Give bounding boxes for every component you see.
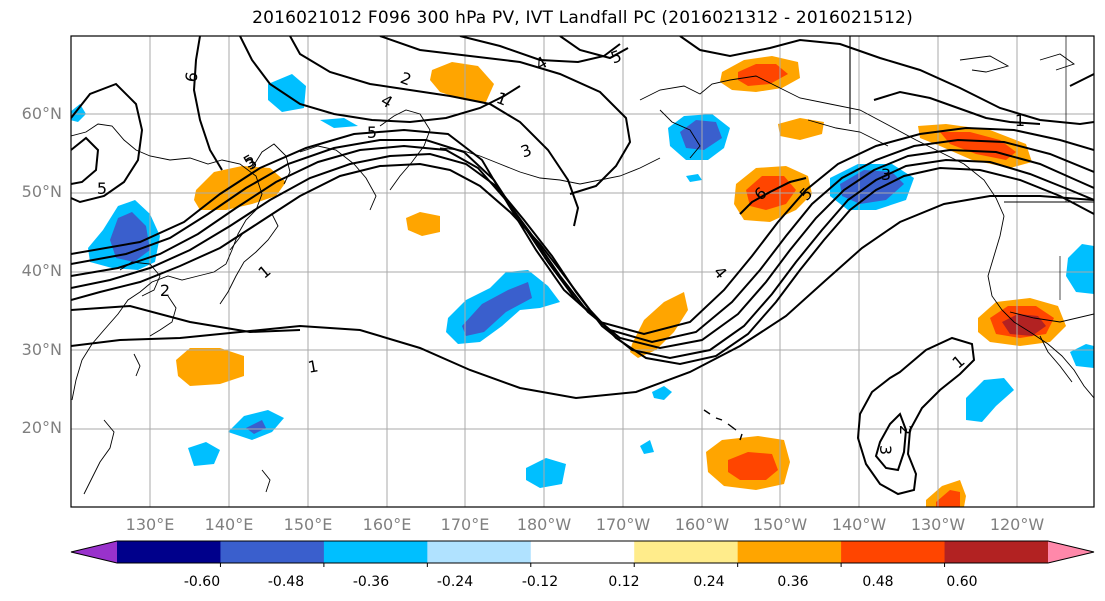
- colorbar-tick-label: 0.24: [693, 574, 725, 590]
- lon-label: 140°W: [831, 515, 887, 534]
- negative-anomaly-region: [1066, 244, 1094, 294]
- lon-label: 140°E: [204, 515, 254, 534]
- pv-contours: [71, 36, 1094, 496]
- lon-label: 150°W: [752, 515, 808, 534]
- colorbar-segment: [220, 541, 325, 563]
- lon-label: 150°E: [283, 515, 333, 534]
- colorbar-tick-label: 0.48: [862, 574, 894, 590]
- contour-label: 3: [876, 445, 895, 455]
- colorbar-extend-low: [71, 541, 117, 563]
- colorbar-tick-label: -0.24: [436, 574, 474, 590]
- positive-anomaly-region: [630, 292, 688, 358]
- negative-anomaly-region: [71, 104, 702, 454]
- graticule: [71, 36, 1094, 507]
- positive-anomaly-region: [194, 166, 286, 210]
- negative-anomaly-region: [446, 270, 560, 344]
- positive-anomaly-region: [406, 212, 440, 236]
- contour-label: 1: [1015, 111, 1025, 130]
- negative-anomaly-region: [188, 442, 220, 466]
- lat-label: 40°N: [21, 261, 62, 280]
- colorbar-segment: [634, 541, 739, 563]
- lon-label: 170°E: [440, 515, 490, 534]
- lon-label: 180°W: [516, 515, 572, 534]
- map-frame: [70, 35, 1095, 508]
- colorbar-tick-label: -0.12: [521, 574, 559, 590]
- colorbar-segment: [944, 541, 1049, 563]
- lon-label: 170°W: [595, 515, 651, 534]
- colorbar-tick-label: -0.36: [352, 574, 390, 590]
- positive-anomaly-region: [778, 118, 824, 140]
- contour-label: 5: [367, 123, 377, 142]
- lon-label: 130°W: [910, 515, 966, 534]
- negative-anomaly-region: [668, 114, 730, 160]
- lat-label: 20°N: [21, 418, 62, 437]
- colorbar: [70, 540, 1095, 567]
- colorbar-segment: [530, 541, 635, 563]
- colorbar-segment: [737, 541, 842, 563]
- positive-anomaly-region: [926, 480, 966, 507]
- colorbar-tick-label: 0.60: [946, 574, 978, 590]
- colorbar-tick-label: 0.36: [777, 574, 809, 590]
- lon-label: 160°E: [362, 515, 412, 534]
- contour-label: 3: [881, 165, 891, 184]
- lat-label: 60°N: [21, 104, 62, 123]
- negative-anomaly-region: [228, 410, 284, 440]
- colorbar-extend-high: [1048, 541, 1094, 563]
- positive-anomaly-region: [430, 62, 494, 102]
- colorbar-segment: [427, 541, 532, 563]
- contour-label: 6: [181, 70, 201, 83]
- lon-label: 160°W: [674, 515, 730, 534]
- contour-label: 2: [896, 425, 915, 435]
- colorbar-tick-label: -0.60: [183, 574, 221, 590]
- colorbar-outline: [70, 540, 1095, 564]
- anomaly-shading: [71, 56, 1094, 507]
- colorbar-tick-label: 0.12: [608, 574, 640, 590]
- colorbar-segment: [323, 541, 428, 563]
- positive-anomaly-region: [176, 348, 244, 386]
- lat-label: 30°N: [21, 340, 62, 359]
- positive-anomaly-region: [706, 436, 790, 490]
- colorbar-tick-label: -0.48: [267, 574, 305, 590]
- lon-label: 120°W: [989, 515, 1045, 534]
- map-title: 2016021012 F096 300 hPa PV, IVT Landfall…: [252, 8, 913, 28]
- negative-anomaly-region: [966, 378, 1014, 422]
- contour-label: 2: [160, 281, 170, 300]
- lon-label: 130°E: [125, 515, 175, 534]
- lat-label: 50°N: [21, 182, 62, 201]
- colorbar-segment: [841, 541, 946, 563]
- contour-label: 1: [306, 356, 319, 376]
- colorbar-segment: [117, 541, 221, 563]
- negative-anomaly-region: [526, 458, 566, 488]
- contour-label: 5: [97, 179, 107, 198]
